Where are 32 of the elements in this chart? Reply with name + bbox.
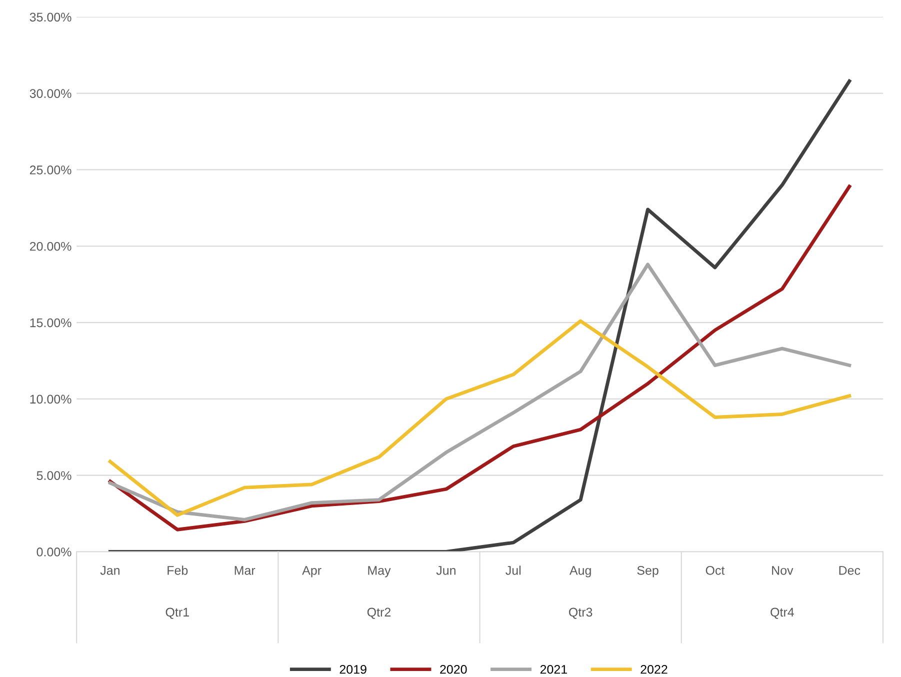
text: Qtr1 bbox=[166, 608, 189, 619]
x-tick-label: May bbox=[368, 566, 391, 578]
x-tick-label: Sep bbox=[637, 566, 658, 578]
x-tick-label: Jul bbox=[506, 566, 521, 575]
x-tick-label: Aug bbox=[569, 566, 591, 578]
x-tick-label: Feb bbox=[168, 566, 188, 575]
x-tick-label: Jun bbox=[436, 566, 456, 575]
legend-label: 2021 bbox=[540, 664, 567, 674]
line-series bbox=[108, 319, 852, 517]
y-tick-label: 5.00% bbox=[36, 471, 72, 480]
y-tick-label: 25.00% bbox=[30, 166, 72, 174]
x-tick-label: Oct bbox=[706, 566, 725, 575]
y-tick-label: 20.00% bbox=[30, 242, 72, 251]
line-series bbox=[108, 184, 852, 532]
x-tick-label: Mar bbox=[234, 566, 256, 575]
y-tick-label: 30.00% bbox=[30, 89, 72, 98]
line-series bbox=[108, 262, 852, 522]
text: Qtr3 bbox=[569, 608, 592, 619]
y-tick-label: 35.00% bbox=[30, 12, 72, 22]
x-tick-label: Nov bbox=[772, 566, 794, 575]
legend-label: 2022 bbox=[640, 664, 668, 674]
y-tick-label: 15.00% bbox=[30, 318, 72, 328]
text: Qtr2 bbox=[367, 608, 391, 619]
x-tick-label: Jan bbox=[100, 566, 120, 575]
legend-label: 2019 bbox=[340, 664, 366, 674]
x-tick-label: Dec bbox=[839, 566, 860, 575]
line-series bbox=[108, 79, 852, 552]
y-tick-label: 0.00% bbox=[36, 548, 72, 556]
y-tick-label: 10.00% bbox=[30, 394, 72, 404]
text: Qtr4 bbox=[770, 608, 794, 619]
x-tick-label: Apr bbox=[302, 566, 322, 578]
legend-label: 2020 bbox=[440, 664, 467, 674]
